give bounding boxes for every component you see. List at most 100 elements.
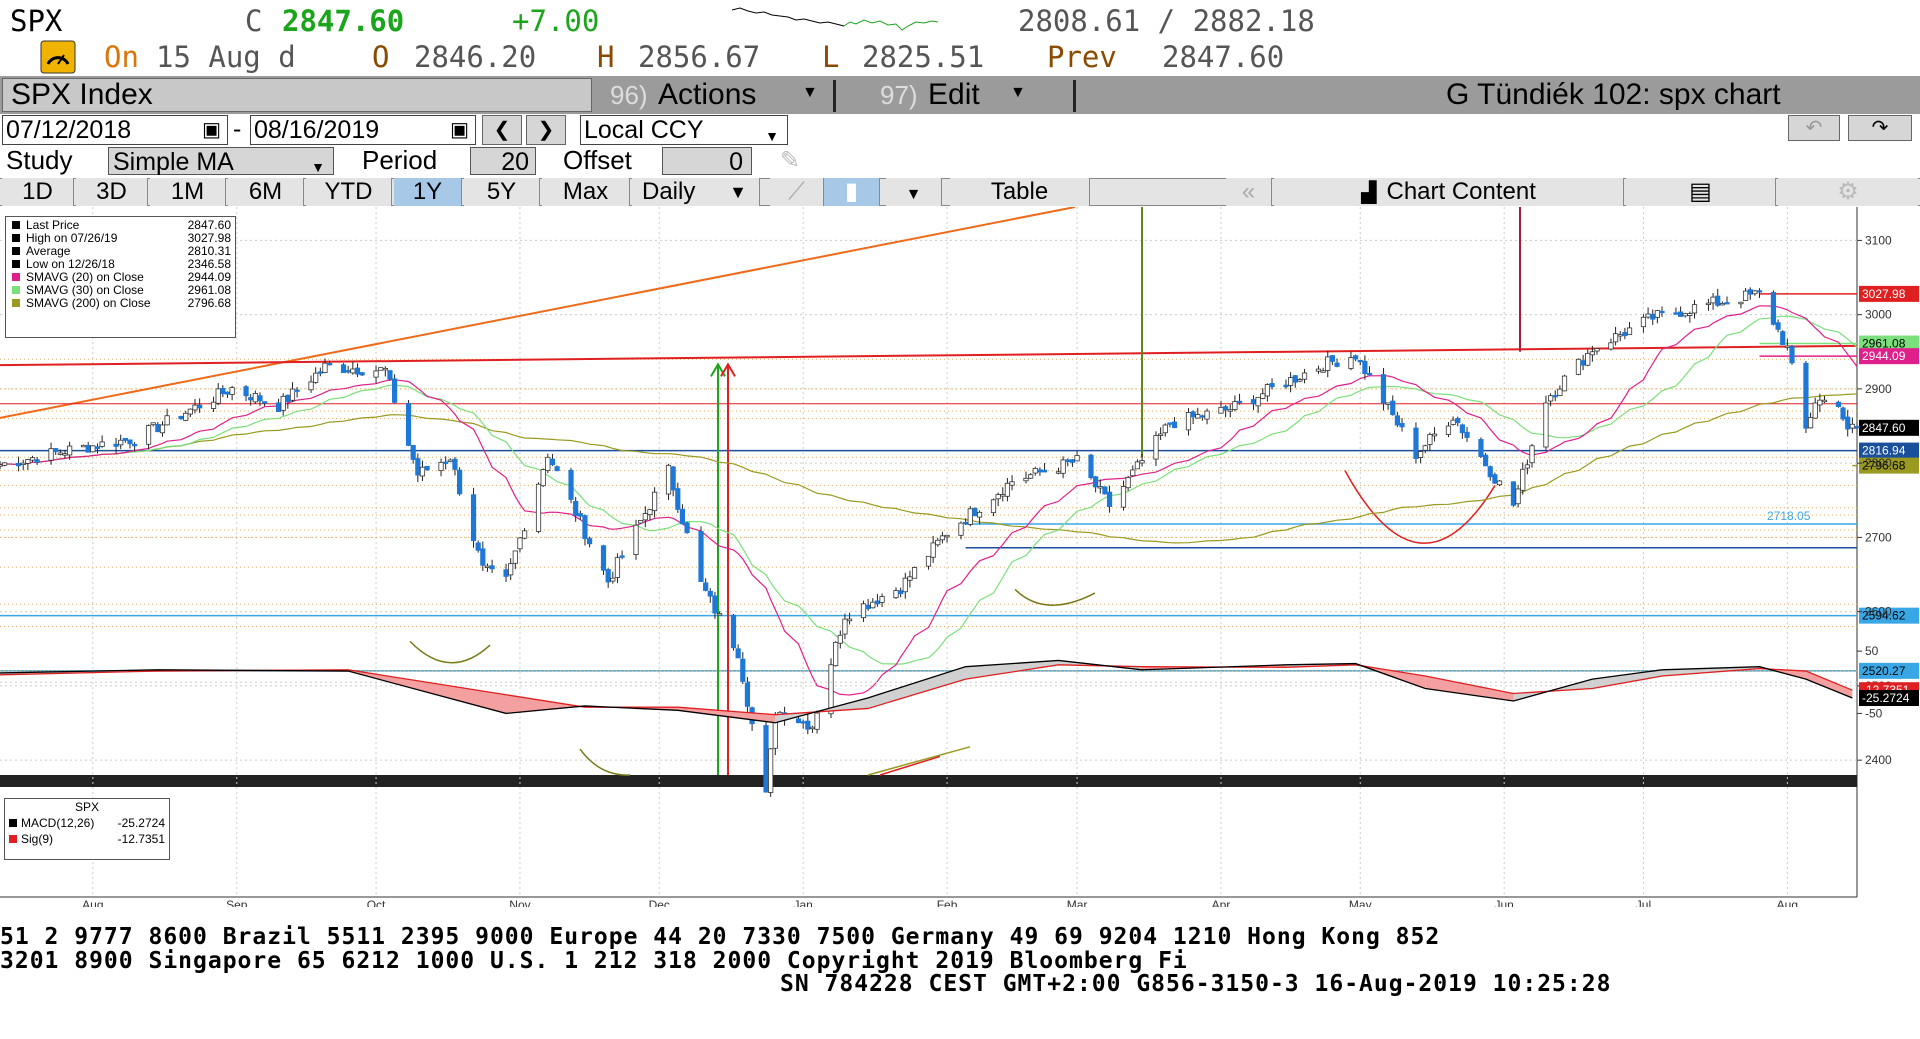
actions-menu[interactable]: 96) Actions ▼	[596, 76, 832, 114]
legend-swatch	[9, 819, 17, 827]
candle-body	[744, 681, 751, 707]
candle-body	[642, 513, 648, 521]
high-label: H	[597, 40, 615, 74]
candle-body	[1849, 423, 1855, 429]
legend-label: SMAVG (30) on Close	[26, 283, 144, 297]
edit-menu[interactable]: 97) Edit ▼	[840, 76, 1070, 114]
currency-select[interactable]: Local CCY ▼	[580, 115, 788, 145]
candle-body	[275, 402, 282, 413]
tab-max[interactable]: Max	[542, 178, 630, 206]
candle-body	[1283, 384, 1289, 388]
menu-divider	[1073, 80, 1076, 112]
candle-body	[1009, 481, 1015, 486]
pencil-icon[interactable]: ✎	[780, 147, 801, 174]
candle-body	[1074, 455, 1080, 462]
candle-body	[1353, 355, 1359, 360]
candle-body	[540, 469, 546, 487]
speedometer-icon[interactable]	[40, 40, 76, 74]
security-box[interactable]: SPX Index	[2, 78, 592, 112]
candle-body	[1455, 417, 1461, 424]
candle-body	[939, 535, 946, 541]
level-badge	[1859, 457, 1919, 474]
price-chart[interactable]: 3027.982961.082944.092847.602816.942796.…	[0, 207, 1920, 907]
offset-input[interactable]: 0	[662, 147, 752, 176]
candle-body	[1459, 424, 1465, 434]
candle-body	[1223, 406, 1229, 411]
candle-body	[475, 542, 481, 551]
legend-row: Last Price 2847.60	[10, 219, 231, 232]
candle-body	[1348, 357, 1354, 369]
calendar-icon[interactable]: ▣	[202, 119, 221, 141]
uptrend-line	[0, 207, 1076, 419]
candle-body	[958, 522, 964, 536]
settings-button[interactable]: ⚙	[1778, 178, 1918, 206]
candle-body	[1329, 355, 1335, 362]
candle-body	[1654, 310, 1660, 318]
candle-body	[1120, 486, 1127, 508]
quote-date: 15 Aug d	[156, 40, 296, 74]
chart-content-button[interactable]: ▟ Chart Content	[1274, 178, 1624, 206]
candle-body	[1418, 451, 1424, 458]
candle-body	[132, 443, 138, 447]
next-button[interactable]: ❯	[526, 115, 566, 145]
candle-body	[1204, 410, 1210, 420]
line-chart-button[interactable]: ⟋	[770, 178, 824, 206]
redo-button[interactable]: ↷	[1848, 115, 1912, 141]
tab-6m[interactable]: 6M	[228, 178, 304, 206]
macd-fill	[506, 694, 585, 714]
candle-body	[415, 458, 421, 476]
candle-body	[1807, 417, 1814, 429]
candle-body	[1496, 480, 1503, 486]
chart-type-dropdown[interactable]: ▼	[886, 178, 942, 206]
tab-ytd[interactable]: YTD	[306, 178, 392, 206]
tab-1m[interactable]: 1M	[150, 178, 226, 206]
tab-1y[interactable]: 1Y	[394, 178, 462, 206]
start-date-field[interactable]: 07/12/2018 ▣	[2, 115, 228, 145]
candle-body	[679, 508, 686, 525]
table-button[interactable]: Table	[950, 178, 1090, 206]
tab-5y[interactable]: 5Y	[464, 178, 540, 206]
candle-body	[67, 445, 73, 456]
tab-1d[interactable]: 1D	[2, 178, 74, 206]
price-tick-label: 3000	[1865, 308, 1892, 322]
legend-swatch	[12, 273, 20, 281]
candle-body	[1719, 302, 1725, 306]
candle-body	[967, 508, 973, 525]
candle-body	[703, 582, 709, 591]
candle-body	[1547, 395, 1554, 402]
previous-button[interactable]: ❮	[482, 115, 522, 145]
level-badge	[1859, 442, 1919, 459]
calendar-icon[interactable]: ▣	[450, 119, 469, 141]
actions-number: 96)	[610, 80, 648, 110]
month-label: Oct	[367, 898, 386, 907]
candle-body	[53, 448, 59, 452]
candle-body	[582, 515, 588, 540]
candle-body	[424, 465, 430, 471]
legend-row: SMAVG (200) on Close 2796.68	[10, 297, 231, 310]
period-input[interactable]: 20	[470, 147, 536, 176]
candle-body	[1232, 401, 1238, 410]
study-select[interactable]: Simple MA ▼	[108, 147, 334, 176]
candle-body	[1738, 301, 1744, 305]
legend-value: -25.2724	[117, 816, 165, 830]
candle-body	[438, 461, 444, 472]
candle-body	[809, 726, 816, 730]
legend-row: Average 2810.31	[10, 245, 231, 258]
candle-body	[1250, 399, 1257, 405]
candle-body	[1612, 333, 1619, 343]
candle-body	[1431, 433, 1438, 437]
candle-chart-button[interactable]: ▮	[824, 178, 880, 206]
legend-row: Low on 12/26/18 2346.58	[10, 258, 231, 271]
tab-3d[interactable]: 3D	[76, 178, 148, 206]
undo-button[interactable]: ↶	[1788, 115, 1840, 141]
chevron-down-icon: ▼	[729, 182, 747, 202]
candle-body	[1483, 454, 1489, 467]
frequency-select[interactable]: Daily ▼	[632, 178, 760, 206]
legend-label: SMAVG (200) on Close	[26, 296, 151, 310]
annotation-button[interactable]: ▤	[1626, 178, 1776, 206]
level-badge-text: 2520.27	[1862, 664, 1906, 678]
collapse-button[interactable]: «	[1226, 178, 1272, 206]
candle-body	[1362, 360, 1368, 375]
end-date-field[interactable]: 08/16/2019 ▣	[250, 115, 476, 145]
candle-body	[800, 721, 806, 724]
